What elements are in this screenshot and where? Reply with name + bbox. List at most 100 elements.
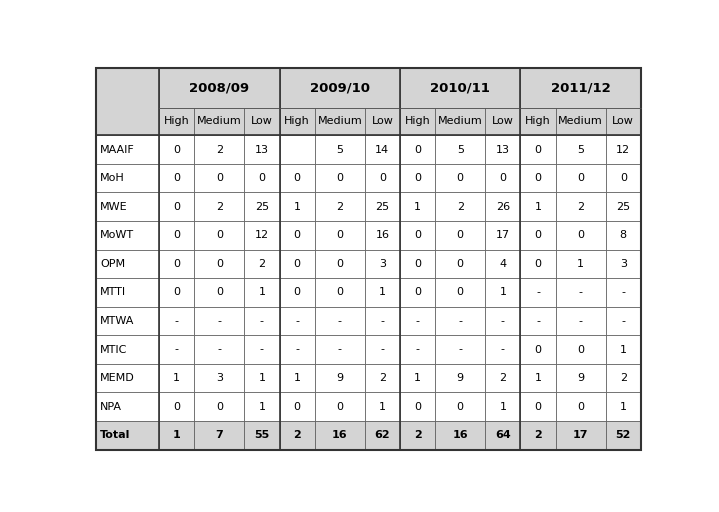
Text: 3: 3 [620,259,627,269]
Text: OPM: OPM [100,259,125,269]
Text: 1: 1 [414,373,421,383]
Bar [400,278,435,307]
Bar [159,250,194,278]
Text: 2009/10: 2009/10 [310,81,370,94]
Bar [280,108,315,135]
Bar [194,364,244,392]
Text: Low: Low [492,117,514,126]
Bar [365,364,400,392]
Bar [280,221,315,250]
Bar [159,392,194,421]
Text: -: - [501,345,505,354]
Bar [194,250,244,278]
Bar [435,278,485,307]
Bar [485,221,521,250]
Bar [365,250,400,278]
Bar [521,221,556,250]
Bar [556,193,605,221]
Bar [365,392,400,421]
Bar [159,364,194,392]
Text: -: - [338,316,342,326]
Text: High: High [164,117,190,126]
Text: -: - [416,345,420,354]
Text: 0: 0 [534,402,541,412]
Text: 2: 2 [216,202,223,212]
Text: Medium: Medium [558,117,603,126]
Text: 14: 14 [375,144,390,155]
Bar [605,108,641,135]
Bar [244,164,280,193]
Text: 2: 2 [534,430,542,440]
Text: Low: Low [372,117,393,126]
Text: 0: 0 [457,173,464,183]
Text: 0: 0 [336,173,343,183]
Text: 5: 5 [457,144,464,155]
Text: 4: 4 [499,259,506,269]
Bar [194,193,244,221]
Bar [280,364,315,392]
Text: 55: 55 [255,430,270,440]
Text: MTTI: MTTI [100,287,126,297]
Text: -: - [338,345,342,354]
Bar [521,307,556,335]
Text: -: - [217,345,221,354]
Bar [315,135,365,164]
Bar [159,307,194,335]
Text: -: - [175,345,179,354]
Bar [244,335,280,364]
Bar [194,108,244,135]
Bar [485,250,521,278]
Text: 52: 52 [615,430,631,440]
Bar [159,421,194,450]
Text: High: High [525,117,551,126]
Text: 0: 0 [577,173,584,183]
Text: 1: 1 [173,430,180,440]
Text: 0: 0 [620,173,627,183]
Bar [605,307,641,335]
Text: 0: 0 [173,230,180,240]
Text: Total: Total [100,430,130,440]
Bar [556,307,605,335]
Bar [521,421,556,450]
Text: 0: 0 [336,287,343,297]
Bar [556,250,605,278]
Text: -: - [380,345,385,354]
Bar [435,164,485,193]
Bar [365,193,400,221]
Bar [96,221,159,250]
Text: Medium: Medium [317,117,362,126]
Text: 25: 25 [255,202,269,212]
Bar [485,307,521,335]
Bar [521,108,556,135]
Bar [521,164,556,193]
Text: 0: 0 [173,287,180,297]
Text: 1: 1 [499,287,506,297]
Bar [96,68,159,135]
Bar [485,335,521,364]
Text: 0: 0 [258,173,265,183]
Bar [315,250,365,278]
Bar [521,135,556,164]
Text: 0: 0 [173,402,180,412]
Bar [96,164,159,193]
Bar [365,335,400,364]
Text: 16: 16 [452,430,468,440]
Bar [365,278,400,307]
Bar [244,135,280,164]
Text: NPA: NPA [100,402,122,412]
Text: 17: 17 [573,430,588,440]
Bar [280,250,315,278]
Bar [96,392,159,421]
Text: 0: 0 [577,345,584,354]
Text: 0: 0 [534,345,541,354]
Bar [521,278,556,307]
Text: 16: 16 [332,430,347,440]
Text: 9: 9 [577,373,585,383]
Text: 0: 0 [379,173,386,183]
Bar [521,364,556,392]
Bar [96,364,159,392]
Bar [194,421,244,450]
Text: Medium: Medium [197,117,242,126]
Bar [605,135,641,164]
Text: MTIC: MTIC [100,345,127,354]
